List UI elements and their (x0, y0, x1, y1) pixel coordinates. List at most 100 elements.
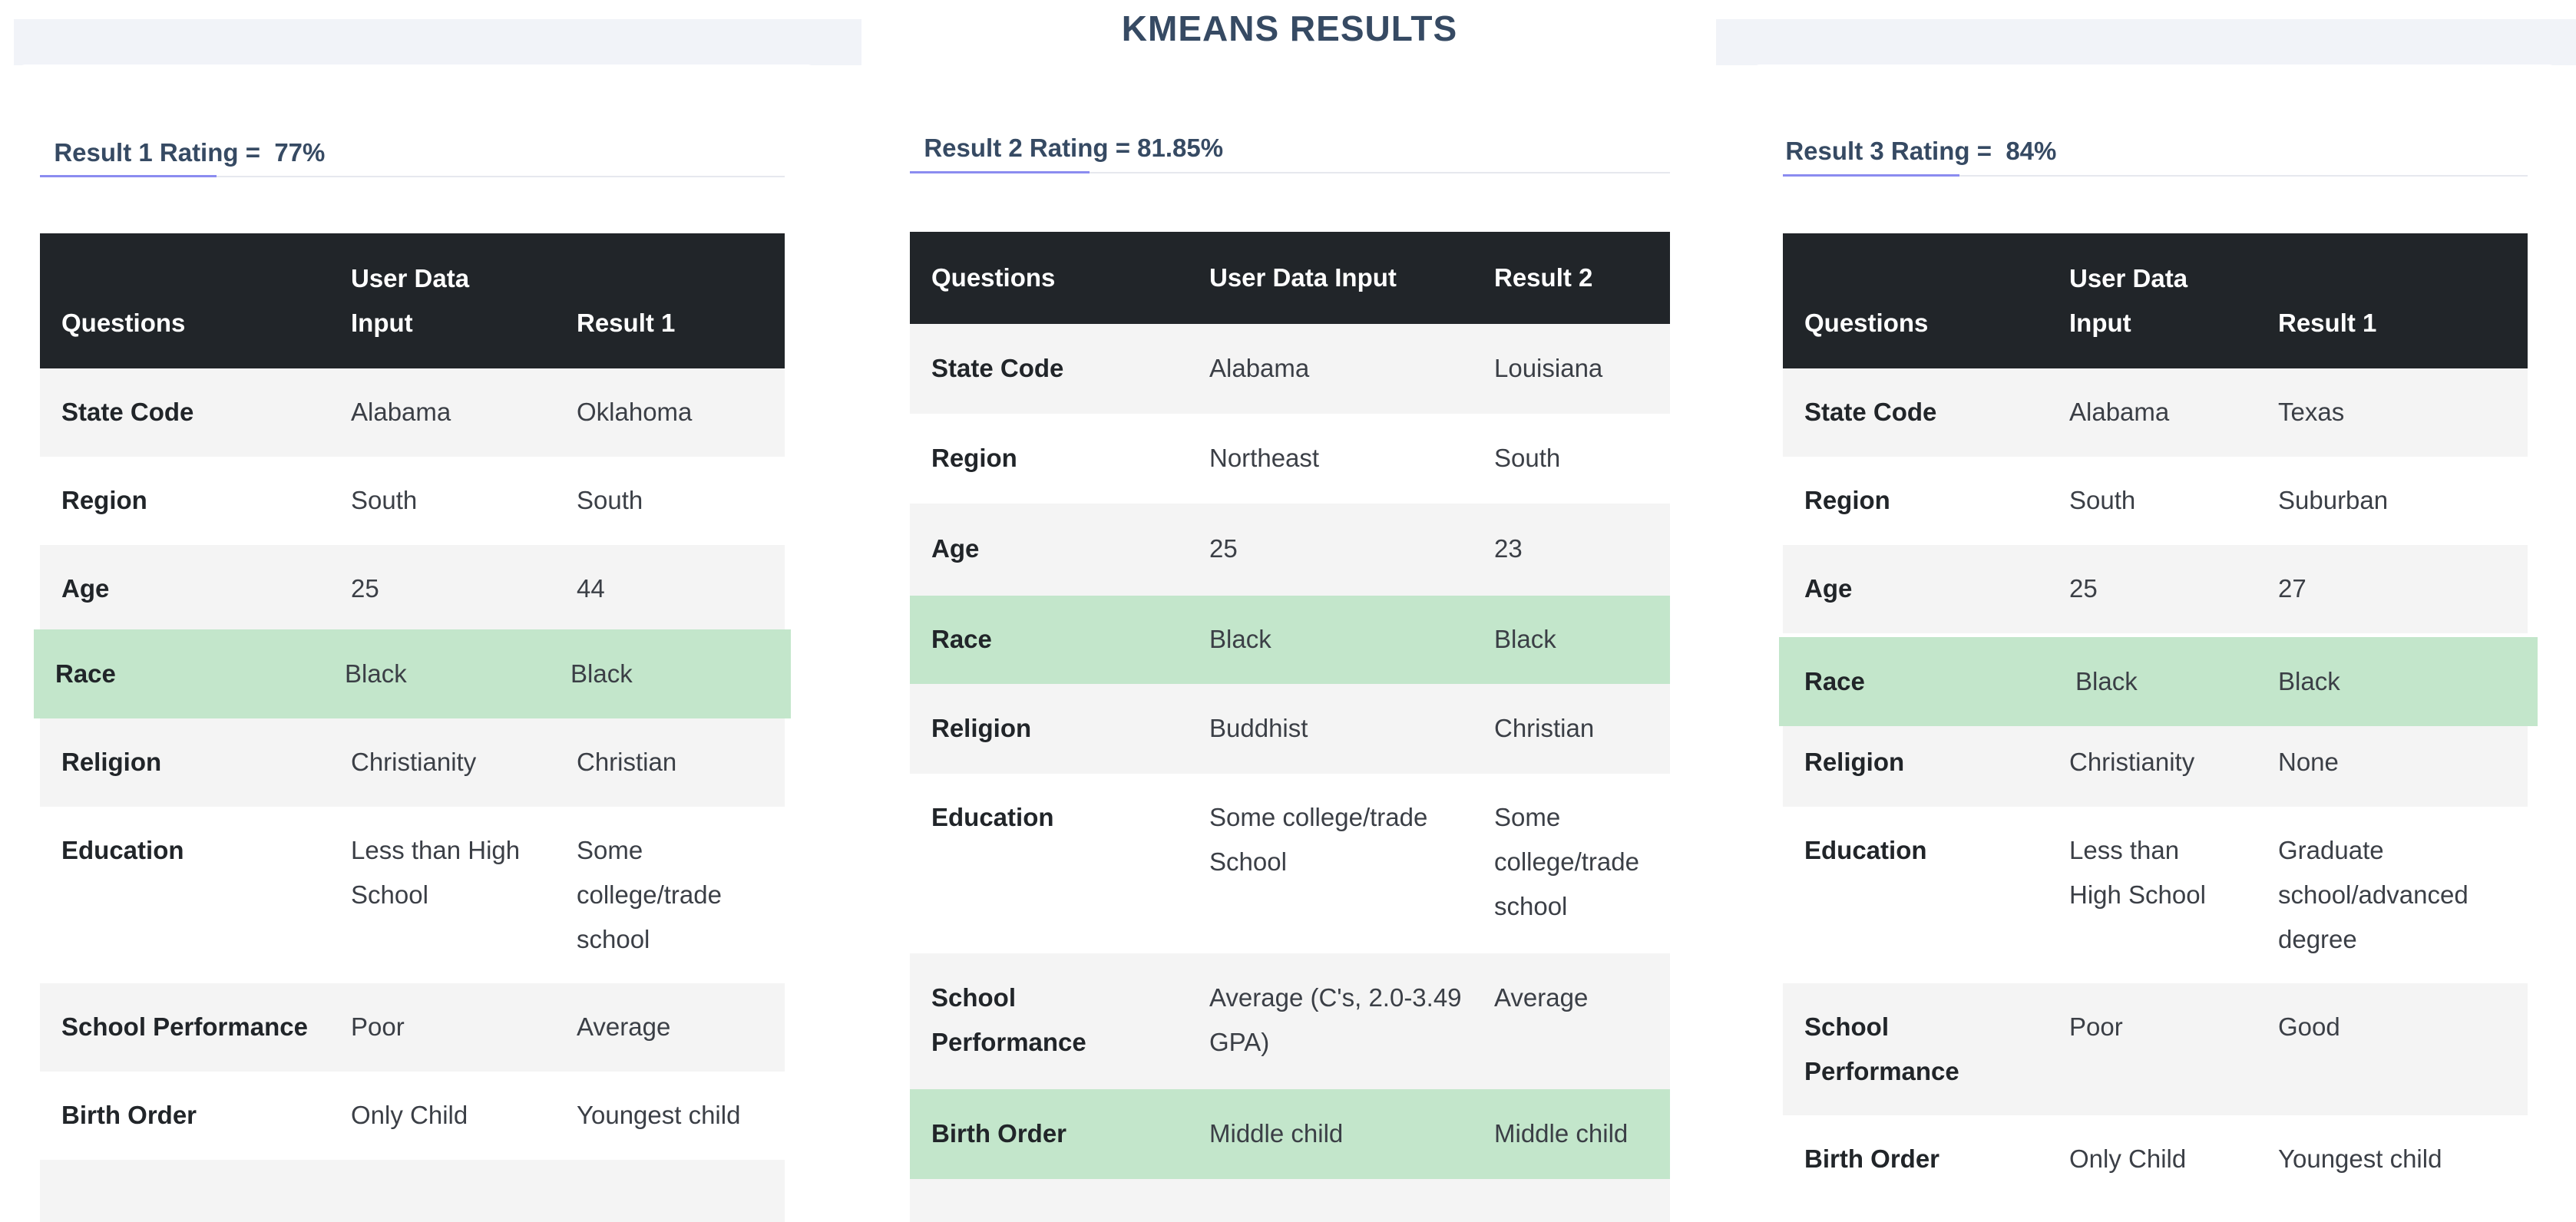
result-cell: 27 (2278, 574, 2306, 603)
header-user-input: User Data Input (2069, 264, 2188, 337)
question-cell: Birth Order (1804, 1144, 1940, 1173)
question-cell: Age (1804, 574, 1853, 603)
header-result: Result 2 (1494, 263, 1593, 292)
rating-value: 81.85% (1137, 134, 1224, 162)
result-cell: Middle child (1494, 1119, 1629, 1148)
table-row-partial (40, 1160, 785, 1222)
table-row: Education Less than High School Graduate… (1783, 807, 2528, 983)
table-row: School Performance Poor Average (40, 983, 785, 1072)
input-cell: Alabama (1209, 354, 1310, 382)
rating-accent-bar (40, 175, 217, 177)
result-cell: Oklahoma (577, 398, 693, 426)
result-cell: Suburban (2278, 486, 2389, 514)
question-cell: Religion (1804, 748, 1905, 776)
input-cell: Alabama (2069, 398, 2170, 426)
rating-value: 84% (2006, 137, 2057, 165)
table-row: State Code Alabama Louisiana (910, 324, 1670, 414)
question-cell: Race (55, 659, 116, 688)
header-user-input: User Data Input (1209, 263, 1397, 292)
input-cell: South (351, 486, 418, 514)
header-questions: Questions (61, 309, 186, 337)
input-cell: Christianity (2069, 748, 2195, 776)
question-cell: Education (1804, 836, 1927, 864)
question-cell: State Code (931, 354, 1064, 382)
page-title: KMEANS RESULTS (1121, 8, 1458, 48)
input-cell: Alabama (351, 398, 451, 426)
rating-value: 77% (274, 138, 326, 167)
input-cell: Less than High School (2069, 836, 2206, 909)
result-cell: Average (1494, 983, 1589, 1012)
input-cell: Middle child (1209, 1119, 1344, 1148)
rating-accent-bar (910, 171, 1090, 173)
header-result: Result 1 (2278, 309, 2377, 337)
input-cell: South (2069, 486, 2136, 514)
question-cell: Religion (931, 714, 1032, 742)
result-cell: Louisiana (1494, 354, 1603, 382)
question-cell: Education (931, 803, 1054, 831)
result-1-rating: Result 1 Rating = 77% (40, 109, 325, 167)
result-2-table: Questions User Data Input Result 2 State… (910, 232, 1670, 1222)
result-cell: Black (570, 659, 633, 688)
input-cell: 25 (2069, 574, 2098, 603)
table-row: State Code Alabama Oklahoma (40, 368, 785, 457)
rating-label: Result 3 Rating = (1785, 137, 1992, 165)
rating-divider (910, 172, 1670, 173)
result-cell: Youngest child (2278, 1144, 2442, 1173)
input-cell: Only Child (351, 1101, 468, 1129)
input-cell: Less than High School (351, 836, 521, 909)
result-1-table: Questions User Data Input Result 1 State… (34, 233, 791, 1222)
result-cell: 23 (1494, 534, 1523, 563)
input-cell: 25 (351, 574, 379, 603)
table-row: Religion Buddhist Christian (910, 684, 1670, 774)
result-cell: Christian (577, 748, 677, 776)
input-cell: Black (345, 659, 407, 688)
question-cell: Region (61, 486, 147, 514)
table-row-match: Birth Order Middle child Middle child (910, 1089, 1670, 1179)
header-questions: Questions (1804, 309, 1929, 337)
rating-divider (1783, 175, 2528, 177)
question-cell: State Code (1804, 398, 1937, 426)
result-cell: Average (577, 1012, 671, 1041)
question-cell: Age (931, 534, 980, 563)
table-row: Region South South (40, 457, 785, 545)
table-row-match: Race Black Black (34, 629, 791, 718)
result-3-table: Questions User Data Input Result 1 State… (1779, 233, 2538, 1222)
question-cell: Education (61, 836, 184, 864)
question-cell: Age (61, 574, 110, 603)
input-cell: Poor (351, 1012, 405, 1041)
result-2-rating: Result 2 Rating = 81.85% (910, 104, 1223, 163)
result-cell: Some college/trade school (577, 836, 722, 953)
table-row: Education Some college/trade School Some… (910, 774, 1670, 953)
table-row: Region South Suburban (1783, 457, 2528, 545)
input-cell: Some college/trade School (1209, 803, 1428, 876)
result-cell: Good (2278, 1012, 2340, 1041)
rating-label: Result 1 Rating = (54, 138, 260, 167)
background-band-right (1716, 19, 2576, 65)
table-row: Age 25 23 (910, 504, 1670, 596)
table-row: Religion Christianity None (1783, 726, 2528, 807)
question-cell: State Code (61, 398, 194, 426)
question-cell: Region (931, 444, 1017, 472)
table-header: Questions User Data Input Result 2 (910, 232, 1670, 324)
result-cell: South (577, 486, 643, 514)
input-cell: Black (1209, 625, 1271, 653)
table-row: Birth Order Only Child Youngest child (1783, 1115, 2528, 1222)
result-cell: Texas (2278, 398, 2345, 426)
header-result: Result 1 (577, 309, 676, 337)
table-row: State Code Alabama Texas (1783, 368, 2528, 457)
result-cell: South (1494, 444, 1561, 472)
input-cell: Christianity (351, 748, 477, 776)
input-cell: Northeast (1209, 444, 1320, 472)
table-row: Region Northeast South (910, 414, 1670, 504)
header-user-input: User Data Input (351, 264, 470, 337)
rating-divider (40, 176, 785, 177)
input-cell: Only Child (2069, 1144, 2187, 1173)
header-questions: Questions (931, 263, 1056, 292)
table-row: Education Less than High School Some col… (40, 807, 785, 983)
question-cell: Birth Order (931, 1119, 1067, 1148)
question-cell: School Performance (61, 1012, 308, 1041)
result-cell: Black (1494, 625, 1556, 653)
table-row: Religion Christianity Christian (40, 718, 785, 807)
background-band-left (14, 19, 861, 65)
question-cell: Religion (61, 748, 162, 776)
